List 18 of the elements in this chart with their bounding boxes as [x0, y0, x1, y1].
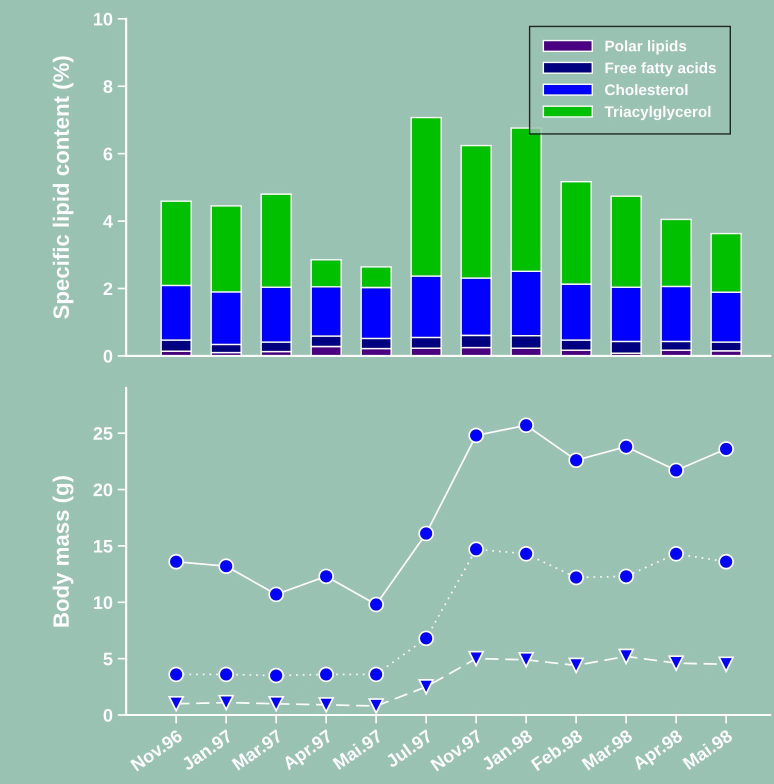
y-tick-label: 6 — [104, 148, 112, 160]
y-tick-label: 8 — [104, 80, 112, 93]
y-tick-label: 10 — [94, 12, 112, 26]
y-tick-label: 5 — [103, 652, 112, 666]
y-axis-title: Specific lipid content (%) — [52, 56, 74, 319]
y-tick-label: 25 — [94, 427, 112, 440]
y-tick-label: 0 — [104, 708, 112, 722]
y-tick-label: 10 — [94, 596, 112, 609]
y-tick-label: 2 — [104, 282, 112, 296]
y-tick-label: 0 — [104, 350, 112, 363]
y-axis-title: Body mass (g) — [52, 476, 74, 627]
legend-label: Cholesterol — [605, 84, 688, 96]
y-tick-label: 15 — [94, 540, 112, 553]
y-tick-label: 4 — [103, 215, 113, 228]
legend-label: Polar lipids — [605, 40, 686, 54]
y-tick-label: 20 — [94, 483, 112, 496]
legend-label: Triacylglycerol — [604, 106, 710, 120]
legend-label: Free fatty acids — [605, 62, 716, 76]
